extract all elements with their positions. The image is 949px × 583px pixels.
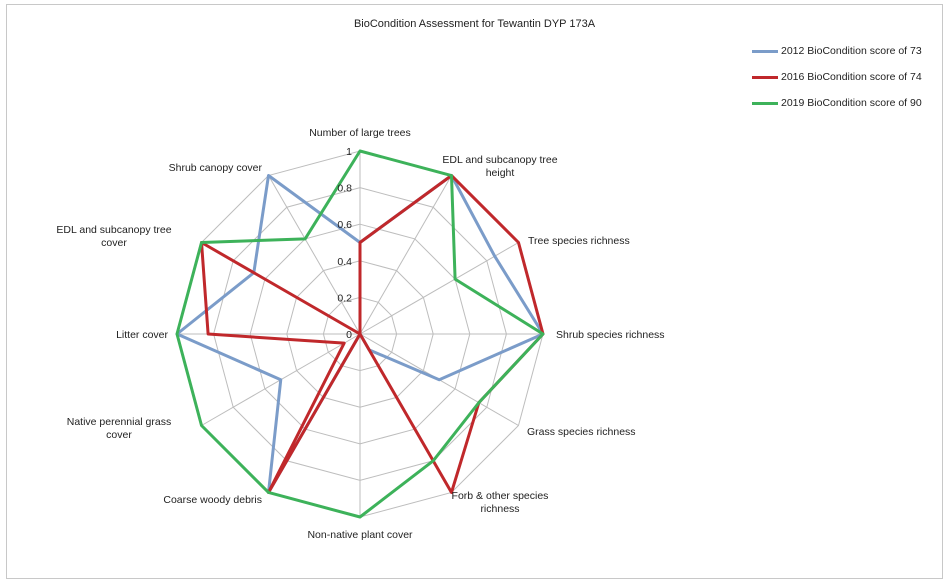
legend-label: 2016 BioCondition score of 74 (781, 71, 922, 83)
category-label: Non-native plant cover (307, 529, 413, 541)
legend-swatch (752, 101, 778, 105)
category-label: EDL and subcanopy tree cover (56, 224, 171, 249)
grid-spoke (359, 242, 519, 335)
category-label: Shrub canopy cover (169, 162, 263, 174)
legend-label: 2012 BioCondition score of 73 (781, 45, 922, 57)
category-label: Coarse woody debris (163, 494, 262, 506)
legend-item-1[interactable]: 2016 BioCondition score of 74 (752, 64, 922, 90)
grid-spoke (359, 175, 452, 335)
chart-legend: 2012 BioCondition score of 73 2016 BioCo… (752, 38, 922, 116)
grid-spoke (268, 175, 361, 335)
category-label: Litter cover (116, 329, 168, 341)
radial-tick-label: 1 (346, 146, 352, 158)
series-line-2 (175, 149, 545, 519)
category-label: EDL and subcanopy tree height (442, 154, 557, 179)
radar-series (175, 149, 545, 519)
category-label: Tree species richness (528, 235, 630, 247)
category-label: Shrub species richness (556, 329, 665, 341)
radial-tick-label: 0 (346, 329, 352, 341)
radar-radial-ticks: 0 0.2 0.4 0.6 0.8 1 (337, 146, 352, 341)
category-label: Number of large trees (309, 127, 411, 139)
legend-item-0[interactable]: 2012 BioCondition score of 73 (752, 38, 922, 64)
radial-tick-label: 0.8 (337, 183, 352, 195)
radial-tick-label: 0.2 (337, 292, 352, 304)
category-label: Native perennial grass cover (67, 416, 171, 441)
radial-tick-label: 0.6 (337, 219, 352, 231)
legend-swatch (752, 75, 778, 79)
legend-item-2[interactable]: 2019 BioCondition score of 90 (752, 90, 922, 116)
legend-label: 2019 BioCondition score of 90 (781, 97, 922, 109)
category-label: Grass species richness (527, 426, 636, 438)
category-label: Forb & other species richness (452, 490, 549, 515)
chart-title: BioCondition Assessment for Tewantin DYP… (353, 18, 596, 30)
radial-tick-label: 0.4 (337, 256, 352, 268)
radar-category-labels: Number of large trees EDL and subcanopy t… (56, 127, 664, 541)
legend-swatch (752, 49, 778, 53)
